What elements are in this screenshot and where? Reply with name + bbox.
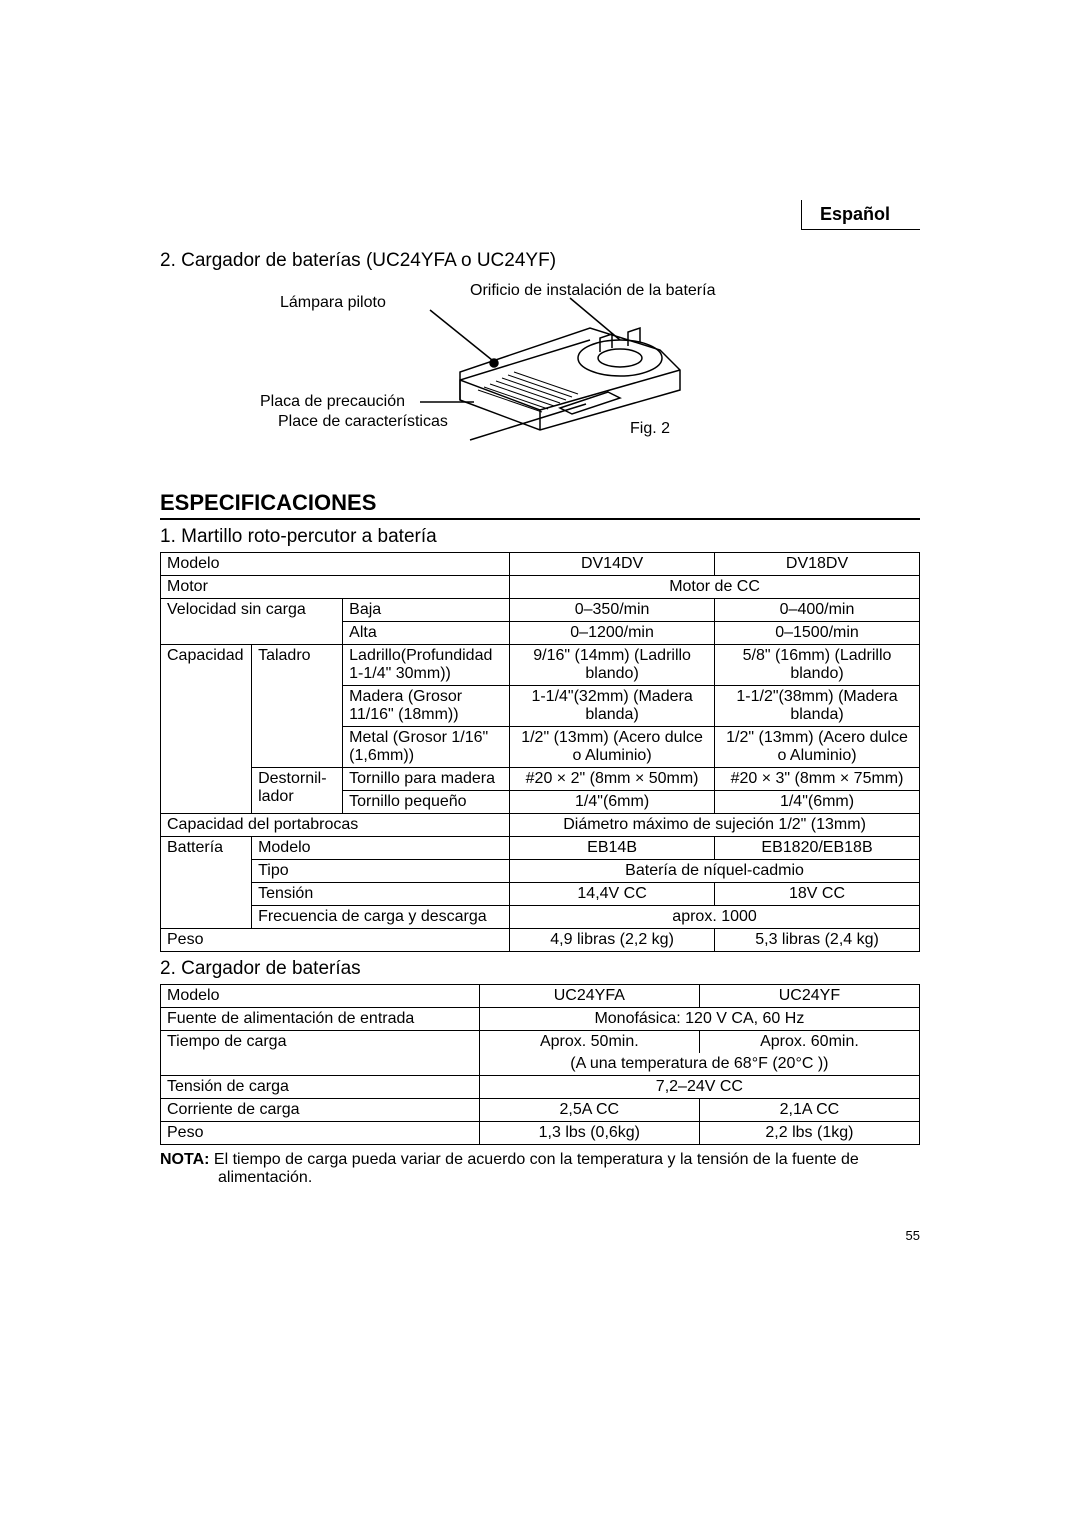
table-row: Tensión 14,4V CC 18V CC (161, 883, 920, 906)
specs-table-charger: Modelo UC24YFA UC24YF Fuente de alimenta… (160, 984, 920, 1145)
label-pilot-lamp: Lámpara piloto (280, 294, 386, 312)
label-fig2: Fig. 2 (630, 420, 670, 438)
table-row: Destornil-lador Tornillo para madera #20… (161, 768, 920, 791)
table-row: Corriente de carga 2,5A CC 2,1A CC (161, 1099, 920, 1122)
charger-diagram: Lámpara piloto Orificio de instalación d… (260, 280, 820, 460)
table1-title: 1. Martillo roto-percutor a batería (160, 526, 920, 548)
table-row: Fuente de alimentación de entrada Monofá… (161, 1008, 920, 1031)
note-text: NOTA: El tiempo de carga pueda variar de… (160, 1151, 920, 1187)
table-row: Motor Motor de CC (161, 576, 920, 599)
table-row: Capacidad Taladro Ladrillo(Profundidad 1… (161, 645, 920, 686)
specs-table-drill: Modelo DV14DV DV18DV Motor Motor de CC V… (160, 552, 920, 952)
table-row: Peso 1,3 lbs (0,6kg) 2,2 lbs (1kg) (161, 1122, 920, 1145)
table2-title: 2. Cargador de baterías (160, 958, 920, 980)
table-row: Frecuencia de carga y descarga aprox. 10… (161, 906, 920, 929)
table-row: Tiempo de carga Aprox. 50min. Aprox. 60m… (161, 1031, 920, 1076)
section-charger-title: 2. Cargador de baterías (UC24YFA o UC24Y… (160, 250, 920, 272)
table-row: Tensión de carga 7,2–24V CC (161, 1076, 920, 1099)
table-row: Modelo UC24YFA UC24YF (161, 985, 920, 1008)
label-nameplate: Place de características (278, 413, 448, 431)
table-row: Modelo DV14DV DV18DV (161, 553, 920, 576)
table-row: Peso 4,9 libras (2,2 kg) 5,3 libras (2,4… (161, 929, 920, 952)
note-prefix: NOTA: (160, 1151, 209, 1168)
table-row: Tipo Batería de níquel-cadmio (161, 860, 920, 883)
manual-page: Español 2. Cargador de baterías (UC24YFA… (0, 0, 1080, 1303)
table-row: Velocidad sin carga Baja 0–350/min 0–400… (161, 599, 920, 622)
language-tag: Español (801, 200, 920, 230)
label-caution-plate: Placa de precaución (260, 393, 405, 411)
label-install-hole: Orificio de instalación de la batería (470, 282, 715, 300)
note-body: El tiempo de carga pueda variar de acuer… (214, 1151, 859, 1186)
specifications-heading: ESPECIFICACIONES (160, 490, 920, 520)
table-row: Capacidad del portabrocas Diámetro máxim… (161, 814, 920, 837)
page-number: 55 (906, 1228, 920, 1243)
table-row: Battería Modelo EB14B EB1820/EB18B (161, 837, 920, 860)
